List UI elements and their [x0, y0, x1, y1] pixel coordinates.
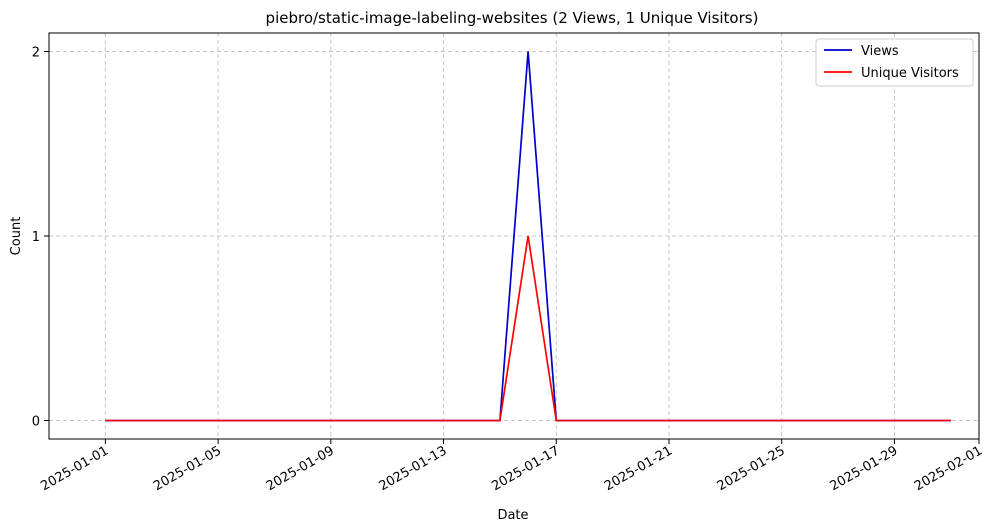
y-axis-ticks: 0 1 2	[32, 45, 49, 430]
x-tick-label: 2025-01-25	[715, 443, 788, 494]
chart-title: piebro/static-image-labeling-websites (2…	[266, 9, 759, 27]
x-tick-label: 2025-02-01	[912, 443, 985, 494]
series-line-unique-visitors	[105, 235, 951, 422]
y-axis-label: Count	[9, 217, 24, 256]
legend-label: Unique Visitors	[861, 66, 959, 81]
y-tick-label: 0	[32, 415, 40, 430]
y-tick-label: 1	[32, 230, 40, 245]
x-tick-label: 2025-01-13	[377, 443, 450, 494]
x-axis-label: Date	[497, 508, 528, 523]
legend-box	[815, 38, 974, 87]
x-tick-label: 2025-01-17	[489, 443, 562, 494]
x-tick-label: 2025-01-05	[151, 443, 224, 494]
legend-label: Views	[861, 44, 899, 59]
legend: Views Unique Visitors	[815, 38, 974, 87]
x-tick-label: 2025-01-29	[828, 443, 901, 494]
series-lines	[105, 51, 951, 422]
x-tick-label: 2025-01-21	[602, 443, 675, 494]
x-tick-label: 2025-01-09	[264, 443, 337, 494]
x-axis-ticks: 2025-01-01 2025-01-05 2025-01-09 2025-01-13…	[38, 439, 985, 494]
y-tick-label: 2	[32, 45, 40, 60]
x-tick-label: 2025-01-01	[38, 443, 111, 494]
